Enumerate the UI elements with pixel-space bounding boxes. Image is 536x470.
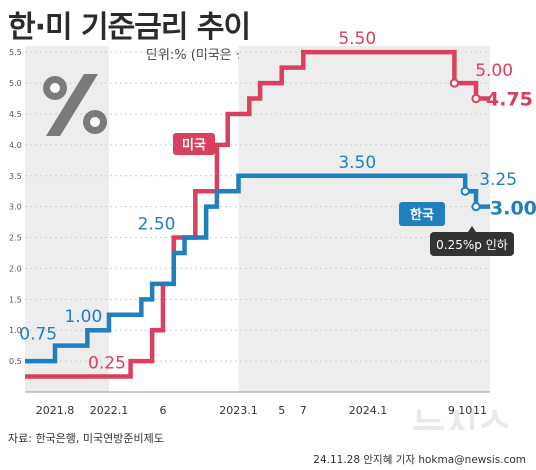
series-end-point [449, 78, 460, 88]
credit-note: 24.11.28 안지혜 기자 hokma@newsis.com [313, 454, 526, 466]
year-band [238, 46, 369, 392]
x-tick-label: 10 [458, 404, 472, 417]
data-label: 3.00 [490, 198, 536, 220]
x-tick-label: 2023.1 [219, 404, 258, 417]
y-tick-label: 1.0 [9, 326, 22, 335]
series-end-point [471, 202, 481, 212]
x-tick-label: 11 [473, 404, 487, 417]
legend-label-us: 미국 [182, 137, 206, 153]
svg-text:뉴시스: 뉴시스 [412, 406, 511, 430]
annotation-box [430, 232, 514, 256]
y-tick-label: 4.0 [9, 141, 22, 150]
x-tick-label: 9 [448, 404, 455, 417]
data-label: 5.50 [338, 29, 376, 49]
data-label: 4.75 [486, 89, 533, 111]
year-bands [25, 46, 490, 392]
x-tick-label: 5 [278, 404, 285, 417]
y-axis: 0.5 1.0 1.5 2.0 2.5 3.0 3.5 4.0 4.5 5.0 5.5 [9, 48, 22, 366]
series-end-point [460, 186, 470, 196]
legend-label-kr: 한국 [410, 207, 434, 223]
legend-box-kr [399, 202, 445, 226]
x-tick-label: 2022.1 [90, 404, 129, 417]
series-line-kr [25, 173, 490, 364]
data-label: 1.00 [64, 307, 102, 327]
grid-lines [25, 51, 490, 393]
data-label: 3.25 [479, 170, 517, 190]
annotation-pointer [468, 226, 476, 232]
y-tick-label: 3.5 [9, 172, 22, 181]
series-end-point [471, 93, 481, 104]
y-tick-label: 3.0 [9, 203, 22, 212]
data-labels: 0.25 5.50 5.00 4.75 0.75 1.00 2.50 3.50 3.25 3.00 [19, 29, 536, 373]
percent-icon [43, 74, 107, 136]
data-label: 0.25 [88, 354, 126, 374]
series-line-us [25, 49, 490, 379]
data-label: 0.75 [19, 325, 57, 345]
series-lines [25, 49, 490, 379]
y-tick-label: 1.5 [9, 295, 22, 304]
newsis-watermark: 뉴시스 [412, 406, 511, 430]
data-label: 5.00 [475, 61, 513, 81]
x-tick-label: 6 [159, 404, 166, 417]
legend-box-us [173, 133, 215, 155]
y-tick-label: 5.5 [9, 48, 22, 57]
rate-chart: 0.5 1.0 1.5 2.0 2.5 3.0 3.5 4.0 4.5 5.0 5.5 뉴시스 0.… [9, 29, 536, 430]
y-tick-label: 5.0 [9, 79, 22, 88]
y-tick-label: 2.5 [9, 234, 22, 243]
annotation-text: 0.25%p 인하 [436, 238, 508, 252]
y-tick-label: 0.5 [9, 357, 22, 366]
y-tick-label: 4.5 [9, 110, 22, 119]
y-tick-label: 2.0 [9, 264, 22, 273]
data-label: 3.50 [338, 153, 376, 173]
cut-annotation: 0.25%p 인하 [430, 226, 514, 256]
source-note: 자료: 한국은행, 미국연방준비제도 [8, 432, 164, 445]
x-tick-label: 2021.8 [36, 404, 75, 417]
data-label: 2.50 [138, 215, 176, 235]
x-axis: 2021.8 2022.1 6 2023.1 5 7 2024.1 9 10 11 [36, 404, 487, 417]
x-tick-label: 7 [300, 404, 307, 417]
x-tick-label: 2024.1 [349, 404, 388, 417]
page-title: 한·미 기준금리 추이 [8, 10, 251, 45]
